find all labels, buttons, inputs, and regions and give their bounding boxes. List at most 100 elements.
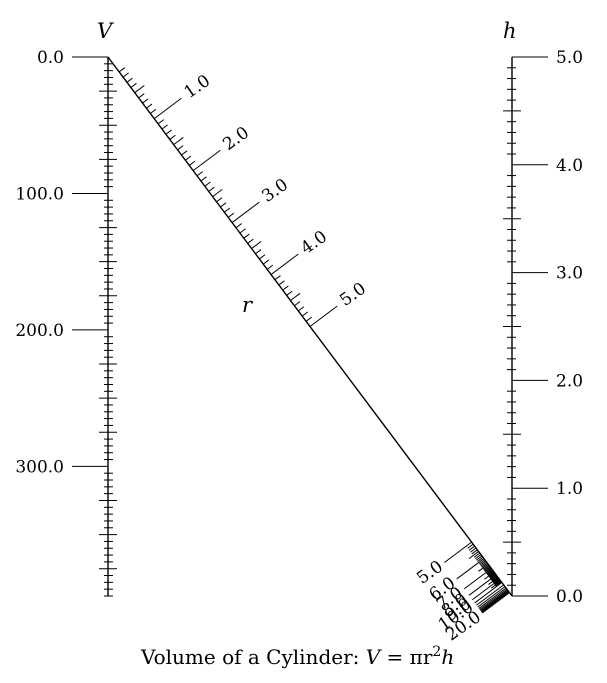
r-tick bbox=[231, 201, 260, 223]
r-tick bbox=[481, 592, 510, 614]
r-tick bbox=[262, 259, 270, 265]
r-tick bbox=[298, 306, 305, 312]
r-tick bbox=[188, 160, 196, 166]
r-tick bbox=[480, 590, 509, 612]
r-tick bbox=[489, 574, 497, 580]
r-upper-label: 2.0 bbox=[219, 123, 253, 155]
r-tick bbox=[130, 82, 137, 88]
caption-h: h bbox=[441, 645, 454, 669]
r-tick bbox=[247, 238, 254, 244]
r-tick bbox=[305, 316, 313, 322]
r-tick bbox=[490, 575, 497, 581]
r-tick bbox=[481, 591, 510, 613]
r-upper-label: 5.0 bbox=[336, 279, 370, 311]
r-tick bbox=[118, 67, 126, 73]
r-tick bbox=[165, 129, 172, 135]
r-tick bbox=[239, 228, 246, 234]
r-tick bbox=[468, 551, 479, 560]
r-tick bbox=[486, 568, 493, 574]
r-tick bbox=[477, 556, 484, 562]
r-tick bbox=[476, 555, 483, 561]
r-tick bbox=[470, 547, 477, 553]
r-tick bbox=[181, 150, 188, 156]
r-tick bbox=[474, 582, 503, 604]
r-tick bbox=[473, 552, 481, 558]
r-tick bbox=[224, 207, 231, 213]
h-scale-title: h bbox=[503, 19, 517, 43]
r-tick bbox=[478, 559, 486, 565]
r-tick bbox=[444, 541, 472, 563]
caption-prefix: Volume of a Cylinder: bbox=[140, 645, 366, 669]
h-tick-label: 1.0 bbox=[556, 479, 583, 499]
r-tick bbox=[212, 189, 223, 198]
r-tick bbox=[486, 569, 493, 575]
r-tick bbox=[477, 586, 506, 608]
v-tick-label: 100.0 bbox=[15, 184, 64, 204]
r-tick bbox=[484, 567, 492, 573]
r-tick bbox=[142, 98, 149, 104]
v-tick-label: 200.0 bbox=[15, 321, 64, 341]
r-tick bbox=[146, 103, 153, 109]
r-tick bbox=[196, 171, 203, 177]
r-tick bbox=[478, 563, 489, 572]
r-tick bbox=[489, 573, 496, 579]
r-tick bbox=[173, 137, 184, 146]
r-tick bbox=[134, 85, 145, 94]
r-tick bbox=[475, 554, 482, 560]
r-tick bbox=[492, 577, 499, 583]
r-tick bbox=[468, 574, 497, 596]
r-tick bbox=[259, 254, 266, 260]
r-tick bbox=[483, 565, 490, 571]
r-tick bbox=[488, 576, 499, 585]
r-tick bbox=[489, 572, 496, 578]
r-tick bbox=[122, 72, 129, 78]
r-tick bbox=[192, 149, 221, 172]
r-tick bbox=[243, 233, 250, 239]
v-tick-label: 0.0 bbox=[37, 48, 64, 68]
r-tick bbox=[290, 292, 301, 301]
r-tick bbox=[255, 249, 262, 255]
v-scale: V 0.0 100.0 200.0 300.0 bbox=[15, 19, 117, 597]
caption: Volume of a Cylinder: V = πr2h bbox=[140, 644, 454, 669]
r-tick bbox=[208, 186, 215, 192]
r-tick bbox=[270, 253, 299, 275]
h-tick-label: 2.0 bbox=[556, 371, 583, 391]
r-tick bbox=[488, 572, 495, 578]
r-tick bbox=[487, 570, 494, 576]
h-tick-label: 5.0 bbox=[556, 48, 583, 68]
r-tick bbox=[235, 223, 242, 229]
r-tick bbox=[278, 280, 285, 286]
h-scale: h 0.0 1.0 2.0 3.0 4.0 5.0 bbox=[503, 19, 583, 607]
r-tick bbox=[185, 155, 192, 161]
r-tick bbox=[484, 571, 495, 580]
r-tick bbox=[480, 561, 487, 567]
r-tick bbox=[294, 301, 301, 307]
caption-eq: = πr bbox=[380, 645, 433, 669]
r-tick bbox=[492, 577, 499, 583]
r-upper-label: 1.0 bbox=[180, 71, 214, 103]
r-tick bbox=[251, 240, 262, 249]
r-tick bbox=[126, 77, 133, 83]
r-tick bbox=[220, 202, 227, 208]
r-tick bbox=[471, 549, 478, 555]
r-tick bbox=[484, 566, 491, 572]
h-tick-label: 0.0 bbox=[556, 587, 583, 607]
r-tick bbox=[478, 587, 507, 609]
r-tick bbox=[200, 176, 207, 182]
h-tick-label: 4.0 bbox=[556, 156, 583, 176]
r-tick bbox=[487, 570, 494, 576]
r-tick bbox=[274, 275, 281, 281]
r-tick bbox=[463, 568, 492, 590]
r-tick bbox=[468, 545, 475, 551]
r-tick bbox=[266, 264, 274, 270]
r-tick bbox=[169, 134, 176, 140]
r-tick bbox=[480, 590, 509, 613]
r-tick bbox=[491, 576, 498, 582]
r-scale-title: r bbox=[242, 293, 254, 317]
r-tick bbox=[204, 181, 211, 187]
r-tick bbox=[479, 588, 508, 610]
r-tick bbox=[161, 124, 168, 130]
r-tick bbox=[491, 576, 498, 582]
v-tick-label: 300.0 bbox=[15, 457, 64, 477]
r-tick bbox=[157, 119, 165, 125]
